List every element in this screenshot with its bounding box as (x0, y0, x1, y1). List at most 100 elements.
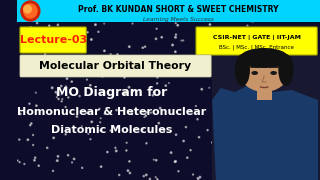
Point (47, 24, 52, 27)
Point (315, 85, 320, 88)
Ellipse shape (240, 52, 289, 92)
Point (148, 111, 153, 114)
Point (297, 88, 302, 91)
Text: Molecular Orbital Theory: Molecular Orbital Theory (39, 61, 192, 71)
Point (268, 165, 273, 168)
Point (33, 91, 38, 94)
Point (259, 10, 264, 13)
Point (272, 82, 277, 84)
Point (177, 6, 182, 9)
Point (159, 12, 164, 15)
Point (88, 138, 93, 141)
Point (248, 30, 253, 32)
Point (27, 14, 32, 16)
Point (51, 169, 56, 172)
Point (194, 5, 199, 8)
Point (108, 15, 114, 18)
Point (172, 160, 178, 163)
Point (257, 88, 262, 91)
Point (137, 6, 142, 9)
Point (151, 91, 156, 94)
Point (15, 159, 20, 162)
Point (261, 115, 266, 118)
Point (53, 91, 59, 94)
Point (173, 33, 179, 36)
Point (110, 57, 115, 60)
Point (141, 175, 146, 177)
Point (98, 117, 103, 120)
Point (24, 55, 29, 58)
Point (290, 35, 295, 38)
Point (179, 39, 184, 42)
Point (43, 2, 48, 5)
Point (69, 80, 74, 83)
Point (102, 112, 107, 115)
Point (155, 76, 160, 79)
Point (176, 170, 181, 173)
Point (277, 156, 282, 159)
Point (54, 96, 60, 99)
Point (142, 61, 147, 64)
Point (249, 4, 254, 7)
Point (25, 15, 30, 17)
Point (173, 50, 178, 53)
Point (230, 110, 235, 113)
Point (240, 92, 245, 95)
Point (235, 158, 240, 161)
Point (36, 164, 41, 167)
Point (127, 172, 132, 174)
Point (284, 89, 289, 92)
Point (152, 7, 157, 10)
Point (242, 5, 247, 8)
Point (56, 98, 61, 100)
Point (183, 126, 188, 129)
Point (140, 14, 145, 17)
Point (185, 156, 190, 159)
Point (166, 0, 172, 3)
Point (63, 133, 68, 136)
Point (304, 150, 309, 152)
Point (93, 23, 98, 26)
Point (280, 7, 285, 10)
Point (243, 165, 248, 167)
Point (79, 125, 84, 128)
Point (294, 152, 299, 155)
Ellipse shape (270, 71, 277, 75)
Point (245, 24, 250, 27)
Point (140, 46, 145, 49)
Point (213, 91, 219, 94)
Point (108, 129, 113, 132)
Point (155, 82, 160, 85)
Point (220, 107, 225, 110)
Point (195, 177, 200, 180)
Point (302, 59, 308, 62)
Point (88, 84, 93, 87)
Ellipse shape (235, 54, 250, 86)
Point (247, 177, 252, 180)
Point (106, 64, 111, 67)
Point (150, 94, 156, 97)
Point (268, 30, 274, 33)
Point (197, 176, 203, 179)
Point (30, 144, 36, 147)
Point (17, 161, 22, 164)
Point (217, 10, 222, 13)
Point (293, 130, 298, 132)
Point (108, 53, 113, 56)
Point (32, 159, 37, 162)
Point (309, 172, 315, 174)
Point (130, 22, 135, 25)
Point (236, 134, 241, 137)
Point (31, 33, 36, 36)
Point (274, 13, 279, 15)
Point (127, 45, 132, 48)
Point (36, 18, 42, 21)
Point (65, 46, 70, 49)
Point (163, 84, 168, 87)
Point (28, 124, 33, 127)
Point (59, 85, 64, 87)
Point (265, 137, 270, 140)
Point (147, 177, 152, 180)
Point (271, 52, 276, 55)
Point (159, 36, 164, 39)
